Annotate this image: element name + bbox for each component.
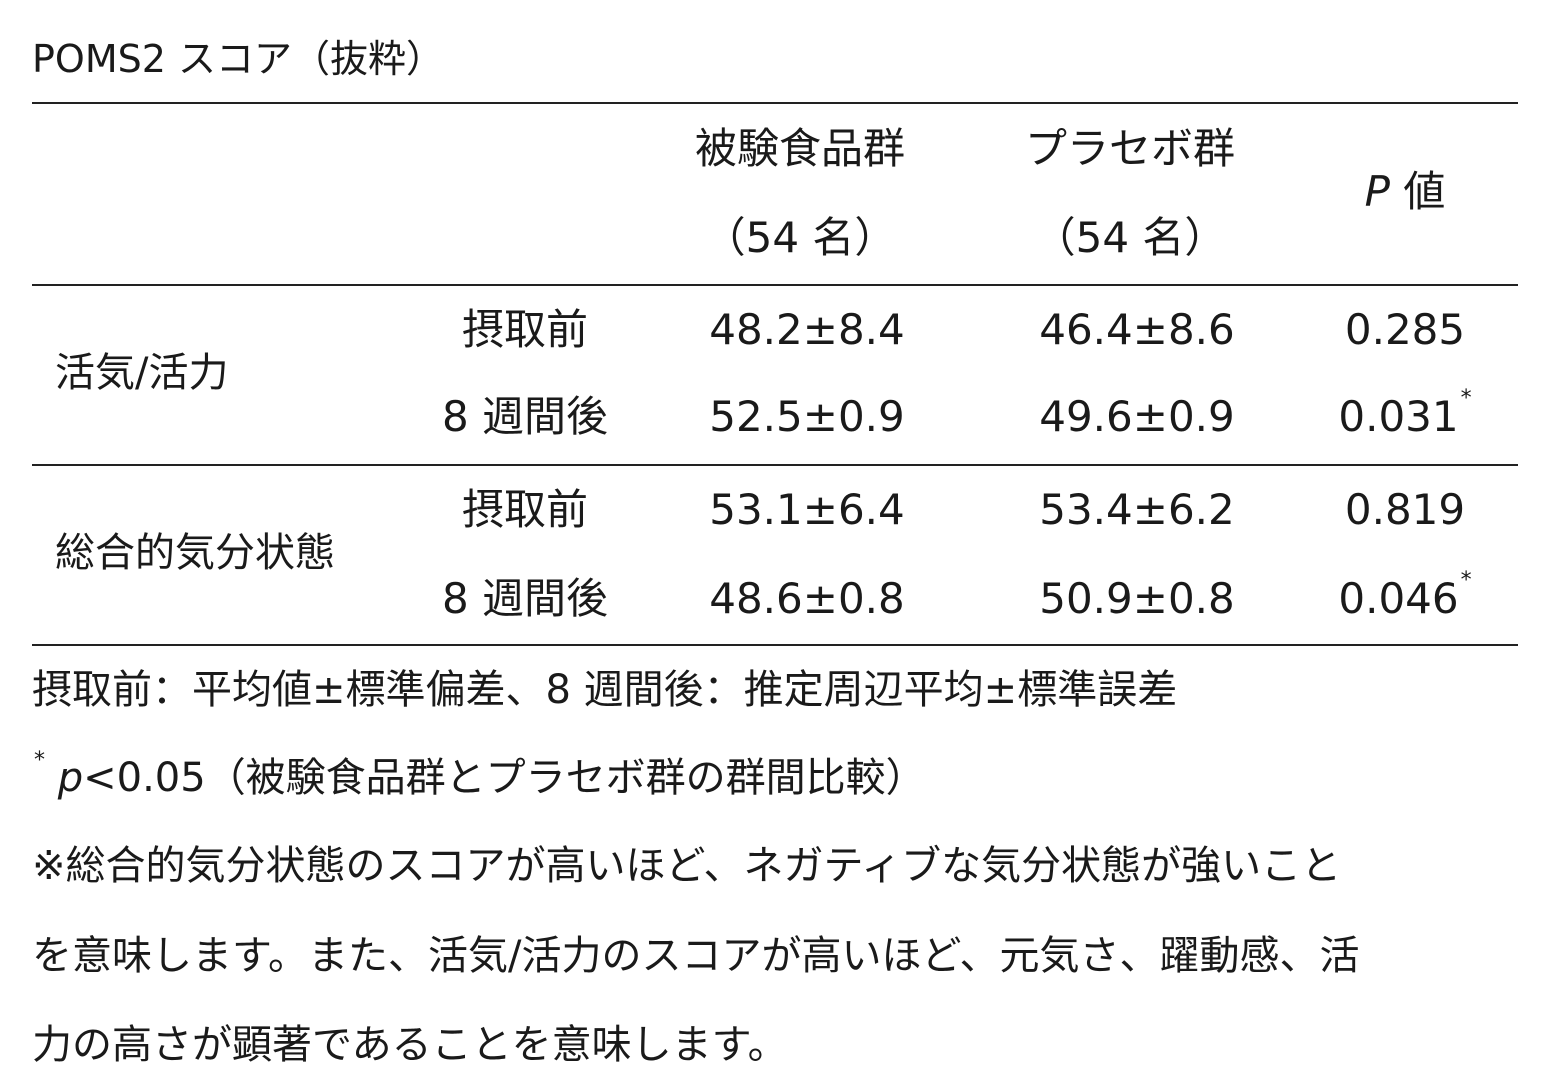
time-label: 摂取前 — [461, 305, 589, 354]
category-label: 活気/活力 — [55, 350, 229, 396]
p-label-rest: 値 — [1389, 167, 1446, 216]
p-label-italic: P — [1364, 167, 1390, 216]
p-value-header: P 値 — [1365, 171, 1446, 213]
significance-mark: * — [34, 748, 45, 773]
group2-name: プラセボ群 — [1024, 124, 1236, 173]
time-label: 8 週間後 — [441, 574, 609, 623]
p-value: 0.046* — [1338, 570, 1471, 620]
group2-value: 50.9±0.8 — [1039, 574, 1235, 623]
significance-mark: * — [1460, 568, 1472, 593]
note-explanation-line: ※総合的気分状態のスコアが高いほど、ネガティブな気分状態が強いこと — [32, 843, 1342, 889]
bottom-rule — [32, 644, 1518, 646]
group1-value: 52.5±0.9 — [709, 392, 905, 441]
group2-value: 49.6±0.9 — [1039, 392, 1235, 441]
group1-n: （54 名） — [703, 213, 897, 262]
category-label: 総合的気分状態 — [55, 530, 335, 576]
group2-n: （54 名） — [1033, 213, 1227, 262]
group2-value: 46.4±8.6 — [1039, 305, 1235, 354]
group1-name: 被験食品群 — [694, 124, 906, 173]
time-label: 摂取前 — [461, 485, 589, 534]
p-value: 0.819 — [1345, 489, 1465, 531]
row-rule — [32, 464, 1518, 466]
p-value-text: 0.819 — [1344, 485, 1466, 534]
table-title: POMS2 スコア（抜粋） — [32, 37, 444, 81]
p-value-text: 0.046 — [1338, 574, 1459, 623]
note-explanation-line: 力の高さが顕著であることを意味します。 — [32, 1022, 788, 1068]
p-value-text: 0.031 — [1338, 392, 1459, 441]
header-rule — [32, 284, 1518, 286]
p-value: 0.285 — [1345, 309, 1465, 351]
group2-value: 53.4±6.2 — [1039, 485, 1235, 534]
note-explanation-line: を意味します。また、活気/活力のスコアが高いほど、元気さ、躍動感、活 — [32, 933, 1360, 979]
top-rule — [32, 102, 1518, 104]
p-value-text: 0.285 — [1344, 305, 1466, 354]
group1-value: 53.1±6.4 — [709, 485, 905, 534]
significance-mark: * — [1460, 386, 1472, 411]
group1-value: 48.6±0.8 — [709, 574, 905, 623]
note-stats: 摂取前：平均値±標準偏差、8 週間後：推定周辺平均±標準誤差 — [32, 667, 1178, 713]
p-italic: p — [57, 755, 84, 801]
note-significance: * p<0.05（被験食品群とプラセボ群の群間比較） — [32, 750, 926, 801]
time-label: 8 週間後 — [441, 392, 609, 441]
p-value: 0.031* — [1338, 388, 1471, 438]
group1-value: 48.2±8.4 — [709, 305, 905, 354]
significance-text: <0.05（被験食品群とプラセボ群の群間比較） — [83, 755, 926, 801]
